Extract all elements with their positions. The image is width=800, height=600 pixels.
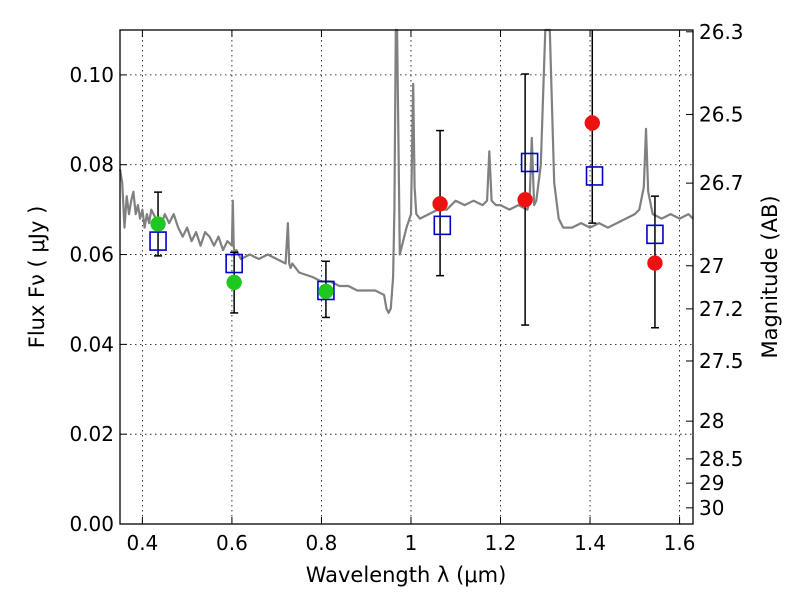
magnitude-tick-label: 26.7	[699, 171, 744, 195]
x-axis-ticks: 0.4 0.6 0.8 1 1.2 1.4 1.6	[126, 30, 695, 555]
model-photometry-point	[646, 224, 664, 245]
magnitude-tick-label: 27.2	[699, 297, 744, 321]
y-tick-label: 0.04	[69, 332, 114, 356]
magnitude-tick-label: 29	[699, 471, 724, 495]
observed-photometry-point	[517, 192, 533, 208]
x-tick-label: 1.4	[574, 531, 606, 555]
magnitude-tick-label: 28	[699, 409, 724, 433]
observed-photometry-circles	[150, 115, 663, 300]
model-photometry-point	[433, 215, 452, 236]
observed-photometry-point	[318, 283, 334, 300]
model-photometry-point	[225, 253, 243, 274]
x-tick-label: 0.8	[306, 531, 338, 555]
magnitude-tick-label: 26.3	[699, 20, 744, 44]
magnitude-tick-label: 28.5	[699, 447, 744, 471]
magnitude-tick-label: 30	[699, 496, 724, 520]
model-photometry-point	[585, 166, 604, 186]
observed-photometry-point	[226, 274, 242, 291]
magnitude-axis-label: Magnitude (AB)	[758, 195, 782, 358]
x-tick-label: 0.6	[216, 531, 248, 555]
model-photometry-point	[149, 231, 167, 251]
observed-photometry-point	[584, 115, 601, 131]
plot-frame	[119, 29, 694, 525]
x-tick-label: 0.4	[126, 531, 158, 555]
y-axis-ticks: 0.00 0.02 0.04 0.06 0.08 0.10	[69, 63, 127, 536]
x-tick-label: 1.6	[664, 531, 696, 555]
y-tick-label: 0.10	[69, 63, 114, 87]
x-tick-label: 1	[405, 531, 418, 555]
model-photometry-squares	[149, 152, 664, 301]
sed-model-polyline	[118, 28, 694, 314]
magnitude-tick-label: 27	[699, 254, 724, 278]
sed-model-line	[118, 28, 694, 314]
magnitude-tick-label: 26.5	[699, 102, 744, 126]
y-axis-label: Flux Fν ( μJy )	[25, 206, 49, 349]
y-tick-label: 0.06	[69, 243, 114, 267]
y-tick-label: 0.08	[69, 153, 114, 177]
model-photometry-point	[317, 280, 335, 301]
x-tick-label: 1.2	[485, 531, 517, 555]
observed-photometry-point	[432, 196, 448, 212]
model-photometry-point	[520, 152, 539, 173]
x-axis-label: Wavelength λ (μm)	[306, 563, 507, 587]
y-tick-label: 0.00	[69, 512, 114, 536]
observed-photometry-point	[647, 255, 663, 271]
observed-photometry-point	[150, 216, 166, 232]
grid-lines	[120, 30, 693, 524]
y-tick-label: 0.02	[69, 422, 114, 446]
magnitude-tick-label: 27.5	[699, 349, 744, 373]
